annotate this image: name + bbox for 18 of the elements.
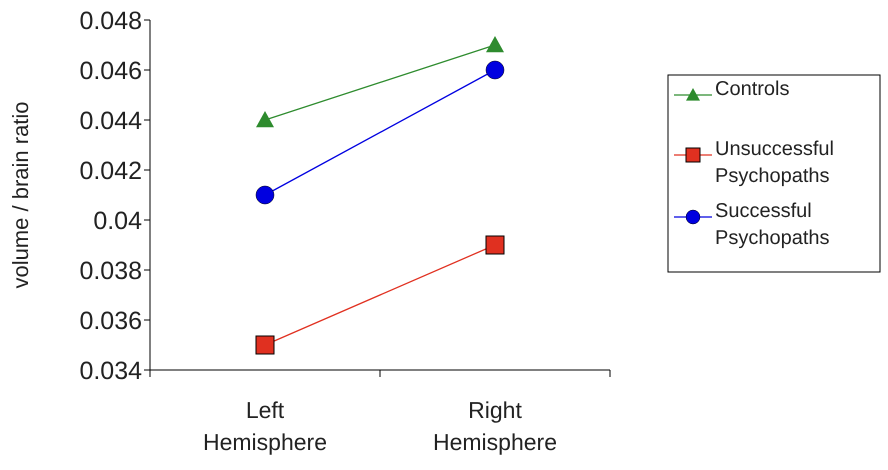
y-tick-label: 0.04: [93, 206, 142, 235]
legend-label: Successful Psychopaths: [715, 200, 830, 249]
point: [486, 236, 504, 254]
x-tick-label: Right Hemisphere: [433, 397, 557, 455]
y-tick-label: 0.034: [79, 356, 142, 385]
point: [256, 186, 274, 204]
y-axis-title: volume / brain ratio: [8, 101, 33, 289]
y-tick-label: 0.036: [79, 306, 142, 335]
legend-label: Controls: [715, 78, 790, 100]
point: [486, 60, 504, 80]
y-tick-label: 0.044: [79, 106, 142, 135]
x-tick-label: Left Hemisphere: [203, 397, 327, 455]
y-tick-label: 0.046: [79, 56, 142, 85]
y-tick-label: 0.042: [79, 156, 142, 185]
legend-label: Unsuccessful Psychopaths: [715, 138, 834, 187]
y-tick-label: 0.038: [79, 256, 142, 285]
y-tick-label: 0.048: [79, 6, 142, 35]
point: [256, 336, 274, 354]
